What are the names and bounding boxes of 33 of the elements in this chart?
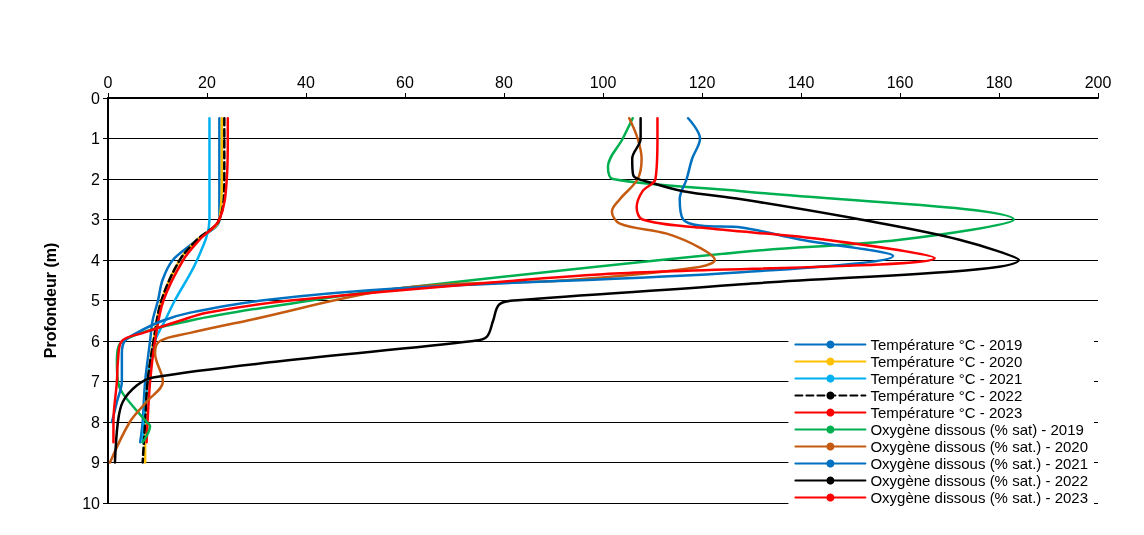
legend-label: Oxygène dissous (% sat.) - 2021 <box>870 455 1089 472</box>
x-tick-label: 0 <box>103 73 113 91</box>
y-tick-label: 3 <box>91 211 101 228</box>
legend-label: Température °C - 2020 <box>870 353 1023 370</box>
y-tick-label: 9 <box>91 454 101 471</box>
y-tick-label: 10 <box>82 494 101 512</box>
legend-label: Température °C - 2019 <box>870 336 1023 353</box>
legend-label: Oxygène dissous (% sat.) - 2022 <box>870 472 1089 489</box>
y-axis-title: Profondeur (m) <box>41 242 59 359</box>
y-tick-label: 5 <box>91 292 101 309</box>
y-tick-label: 7 <box>91 373 101 390</box>
x-tick-label: 180 <box>985 73 1013 91</box>
legend-label: Température °C - 2023 <box>870 404 1023 421</box>
y-tick-label: 0 <box>91 89 101 107</box>
x-tick-label: 160 <box>886 73 914 91</box>
legend-label: Température °C - 2021 <box>870 370 1023 387</box>
x-tick-label: 20 <box>198 73 216 91</box>
legend-label: Oxygène dissous (% sat.) - 2020 <box>870 438 1089 455</box>
y-tick-label: 2 <box>91 170 101 188</box>
x-tick-label: 140 <box>787 73 815 91</box>
legend-label: Oxygène dissous (% sat.) - 2023 <box>870 489 1089 506</box>
x-tick-label: 200 <box>1084 73 1112 91</box>
legend-label: Température °C - 2022 <box>870 387 1023 404</box>
x-tick-label: 40 <box>297 73 315 91</box>
y-tick-label: 6 <box>91 332 101 350</box>
x-tick-label: 60 <box>396 73 414 91</box>
x-tick-label: 120 <box>688 73 716 91</box>
y-tick-label: 8 <box>91 413 101 431</box>
legend-label: Oxygène dissous (% sat) - 2019 <box>870 421 1084 438</box>
y-tick-label: 1 <box>91 130 101 147</box>
x-tick-label: 80 <box>495 73 513 91</box>
y-tick-label: 4 <box>91 251 101 269</box>
x-tick-label: 100 <box>589 73 617 91</box>
